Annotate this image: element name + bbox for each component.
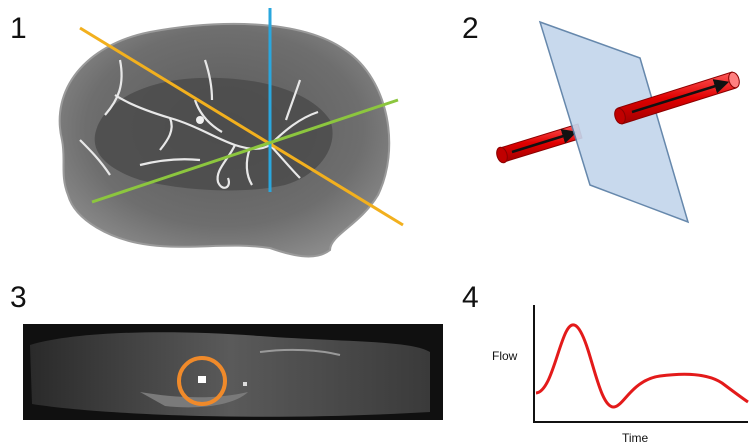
flow-time-chart: Flow Time [492,305,749,445]
flow-curve [535,323,749,409]
brain-angiogram-render [58,22,391,258]
panel-number-3: 3 [10,281,27,314]
brain-tissue [30,332,430,417]
vessel-signal [198,376,206,383]
vessel-signal-small [243,382,247,386]
vessel-tube-right [614,71,740,125]
panel-number-4: 4 [462,281,479,314]
y-axis-label: Flow [492,349,518,363]
x-axis-label: Time [622,431,649,445]
vessel-node [196,116,204,124]
roi-circle [177,356,227,406]
flow-arrow-right [631,79,730,114]
flow-arrow-left [511,129,578,154]
tissue-edge [259,348,341,356]
green-imaging-plane [91,98,399,204]
mri-slice-image [23,324,443,420]
vessel-slice-diagram [496,20,740,224]
imaging-slice-plane [538,20,690,224]
bright-tissue [140,392,248,408]
vessel-tube-left [496,123,583,164]
panel-number-1: 1 [10,12,27,45]
panel-number-2: 2 [462,12,479,45]
orange-imaging-plane [79,26,404,227]
